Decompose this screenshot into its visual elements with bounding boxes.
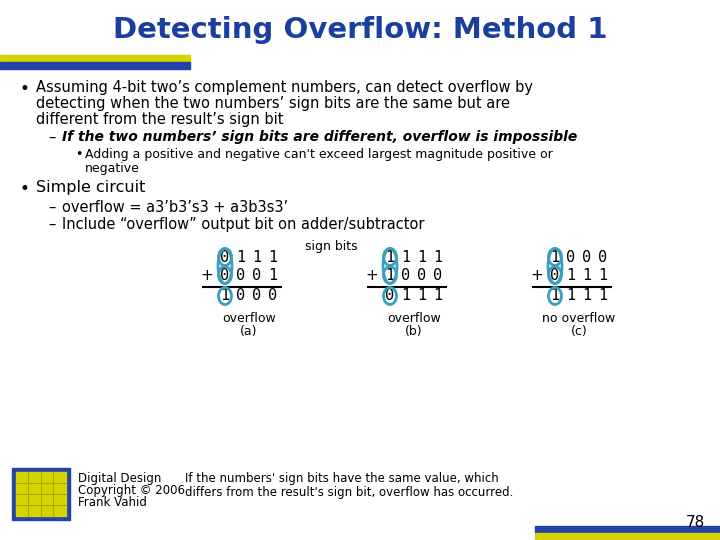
Text: Assuming 4-bit two’s complement numbers, can detect overflow by: Assuming 4-bit two’s complement numbers,… bbox=[36, 80, 533, 95]
Text: If the two numbers’ sign bits are different, overflow is impossible: If the two numbers’ sign bits are differ… bbox=[62, 130, 577, 144]
Text: 1: 1 bbox=[220, 288, 230, 303]
Text: +: + bbox=[531, 267, 544, 282]
Text: 1: 1 bbox=[433, 249, 443, 265]
Text: 1: 1 bbox=[567, 267, 575, 282]
Text: (b): (b) bbox=[405, 325, 423, 338]
Text: Adding a positive and negative can't exceed largest magnitude positive or: Adding a positive and negative can't exc… bbox=[85, 148, 553, 161]
Bar bbox=[0, 62, 190, 69]
Text: –: – bbox=[48, 200, 55, 215]
Text: If the numbers' sign bits have the same value, which: If the numbers' sign bits have the same … bbox=[185, 472, 499, 485]
Text: Simple circuit: Simple circuit bbox=[36, 180, 145, 195]
Bar bbox=[16, 472, 66, 516]
Text: Copyright © 2006: Copyright © 2006 bbox=[78, 484, 185, 497]
Text: overflow: overflow bbox=[387, 312, 441, 325]
Text: 0: 0 bbox=[236, 267, 246, 282]
Text: Detecting Overflow: Method 1: Detecting Overflow: Method 1 bbox=[113, 16, 607, 44]
Text: (a): (a) bbox=[240, 325, 258, 338]
Text: 0: 0 bbox=[220, 267, 230, 282]
Text: 1: 1 bbox=[433, 288, 443, 303]
Text: 0: 0 bbox=[582, 249, 592, 265]
Text: different from the result’s sign bit: different from the result’s sign bit bbox=[36, 112, 284, 127]
Text: Digital Design: Digital Design bbox=[78, 472, 161, 485]
Text: 0: 0 bbox=[236, 288, 246, 303]
Text: 1: 1 bbox=[385, 249, 395, 265]
Text: (c): (c) bbox=[571, 325, 588, 338]
Text: 1: 1 bbox=[582, 288, 592, 303]
Text: 1: 1 bbox=[269, 267, 278, 282]
Text: 1: 1 bbox=[418, 249, 426, 265]
Text: 0: 0 bbox=[402, 267, 410, 282]
Text: 1: 1 bbox=[550, 249, 559, 265]
Text: 1: 1 bbox=[402, 249, 410, 265]
Text: 0: 0 bbox=[253, 288, 261, 303]
Text: 1: 1 bbox=[598, 267, 608, 282]
Bar bbox=[535, 526, 720, 533]
Text: –: – bbox=[48, 217, 55, 232]
Text: Frank Vahid: Frank Vahid bbox=[78, 496, 147, 509]
Text: overflow = a3’b3’s3 + a3b3s3’: overflow = a3’b3’s3 + a3b3s3’ bbox=[62, 200, 288, 215]
Text: 78: 78 bbox=[685, 515, 705, 530]
Text: 1: 1 bbox=[385, 267, 395, 282]
Text: Include “overflow” output bit on adder/subtractor: Include “overflow” output bit on adder/s… bbox=[62, 217, 425, 232]
Text: –: – bbox=[48, 130, 55, 145]
Text: negative: negative bbox=[85, 162, 140, 175]
Text: 1: 1 bbox=[550, 288, 559, 303]
Text: 0: 0 bbox=[385, 288, 395, 303]
Bar bbox=[0, 55, 190, 62]
Text: 0: 0 bbox=[269, 288, 278, 303]
Text: overflow: overflow bbox=[222, 312, 276, 325]
Text: 0: 0 bbox=[418, 267, 426, 282]
Text: no overflow: no overflow bbox=[542, 312, 616, 325]
Text: 1: 1 bbox=[582, 267, 592, 282]
Text: +: + bbox=[201, 267, 213, 282]
Text: 1: 1 bbox=[269, 249, 278, 265]
Text: 1: 1 bbox=[253, 249, 261, 265]
Text: +: + bbox=[366, 267, 379, 282]
Text: differs from the result's sign bit, overflow has occurred.: differs from the result's sign bit, over… bbox=[185, 486, 513, 499]
Text: 1: 1 bbox=[567, 288, 575, 303]
Text: 0: 0 bbox=[550, 267, 559, 282]
Text: 0: 0 bbox=[598, 249, 608, 265]
Text: sign bits: sign bits bbox=[305, 240, 358, 253]
Text: detecting when the two numbers’ sign bits are the same but are: detecting when the two numbers’ sign bit… bbox=[36, 96, 510, 111]
Text: 1: 1 bbox=[418, 288, 426, 303]
Text: 0: 0 bbox=[253, 267, 261, 282]
Bar bbox=[535, 533, 720, 540]
Text: 0: 0 bbox=[220, 249, 230, 265]
Text: 0: 0 bbox=[567, 249, 575, 265]
Text: •: • bbox=[75, 148, 82, 161]
Text: •: • bbox=[20, 180, 30, 198]
Text: 1: 1 bbox=[402, 288, 410, 303]
Text: 0: 0 bbox=[433, 267, 443, 282]
Text: 1: 1 bbox=[236, 249, 246, 265]
Bar bbox=[12, 468, 70, 520]
Text: •: • bbox=[20, 80, 30, 98]
Text: 1: 1 bbox=[598, 288, 608, 303]
